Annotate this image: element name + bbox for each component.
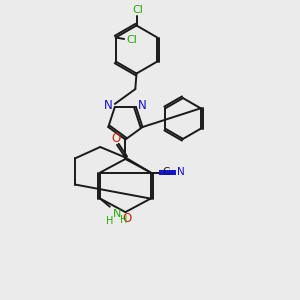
Text: O: O	[122, 212, 131, 225]
Text: Cl: Cl	[132, 5, 143, 15]
Text: C: C	[163, 167, 170, 177]
Text: N: N	[138, 99, 147, 112]
Text: Cl: Cl	[126, 34, 137, 45]
Text: O: O	[112, 132, 121, 145]
Text: N: N	[112, 208, 121, 219]
Text: N: N	[177, 167, 184, 177]
Text: H: H	[120, 214, 127, 225]
Text: H: H	[106, 216, 113, 226]
Text: N: N	[104, 99, 112, 112]
